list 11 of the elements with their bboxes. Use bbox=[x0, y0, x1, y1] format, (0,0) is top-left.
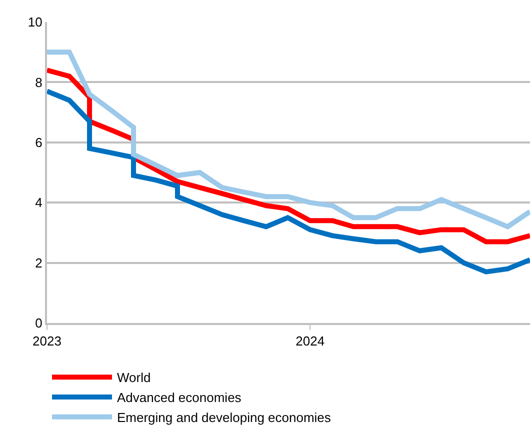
y-tick-label: 4 bbox=[35, 195, 42, 210]
y-tick-label: 2 bbox=[35, 255, 42, 270]
legend-label: World bbox=[117, 370, 151, 386]
x-tick-label: 2024 bbox=[296, 334, 325, 349]
y-tick-label: 0 bbox=[35, 316, 42, 331]
y-tick-label: 8 bbox=[35, 74, 42, 90]
y-tick-label: 10 bbox=[28, 14, 42, 30]
y-tick-label: 6 bbox=[35, 134, 42, 150]
legend-label: Advanced economies bbox=[117, 390, 242, 406]
x-tick-label: 2023 bbox=[32, 334, 62, 349]
legend-label: Emerging and developing economies bbox=[117, 410, 332, 425]
